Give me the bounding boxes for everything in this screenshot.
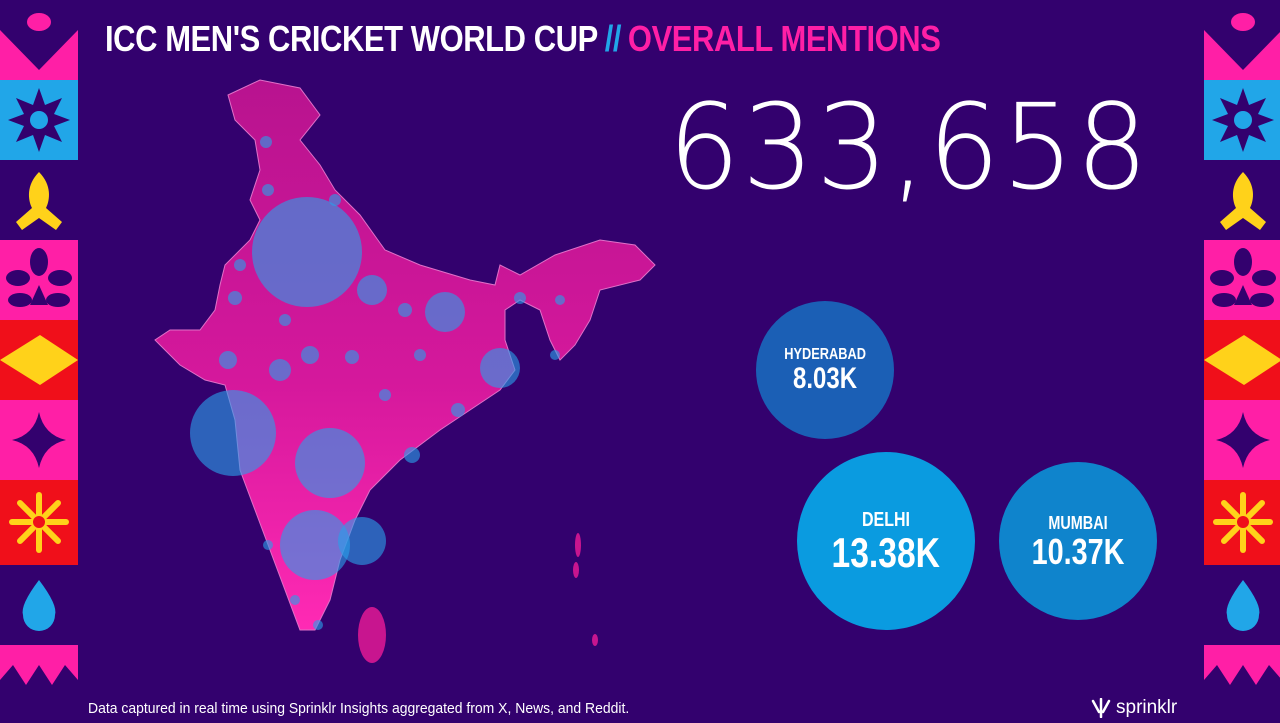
map-bubble: [228, 291, 242, 305]
map-bubble: [550, 350, 560, 360]
total-mentions-count: 633,658: [668, 78, 1150, 216]
map-bubble: [329, 194, 341, 206]
city-name: DELHI: [862, 508, 910, 531]
map-bubble: [269, 359, 291, 381]
map-bubble: [345, 350, 359, 364]
city-bubble-mumbai: MUMBAI 10.37K: [999, 462, 1157, 620]
map-bubble: [262, 184, 274, 196]
page-title: ICC MEN'S CRICKET WORLD CUP//OVERALL MEN…: [105, 18, 941, 60]
map-bubble: [263, 540, 273, 550]
right-decorative-border: [1204, 0, 1280, 700]
city-value: 10.37K: [1031, 530, 1125, 572]
map-bubble: [480, 348, 520, 388]
city-name: HYDERABAD: [784, 346, 866, 363]
map-bubble: [425, 292, 465, 332]
map-bubble: [219, 351, 237, 369]
map-bubble: [414, 349, 426, 361]
sri-lanka: [358, 607, 386, 663]
map-bubble: [379, 389, 391, 401]
map-bubble: [301, 346, 319, 364]
map-bubble: [190, 390, 276, 476]
sprinklr-logo: sprinklr: [1090, 697, 1177, 719]
map-bubble: [260, 136, 272, 148]
map-bubble: [338, 517, 386, 565]
sprinklr-leaf-icon: [1091, 698, 1111, 718]
andaman-islands: [573, 533, 598, 646]
footer-note: Data captured in real time using Sprinkl…: [88, 700, 630, 717]
map-bubble: [398, 303, 412, 317]
map-bubble: [290, 595, 300, 605]
map-bubble: [252, 197, 362, 307]
brand-name: sprinklr: [1116, 697, 1178, 718]
city-value: 8.03K: [792, 362, 858, 395]
city-value: 13.38K: [831, 528, 941, 576]
map-bubble: [279, 314, 291, 326]
map-bubble: [313, 620, 323, 630]
map-bubble: [451, 403, 465, 417]
map-bubble: [555, 295, 565, 305]
city-bubble-hyderabad: HYDERABAD 8.03K: [756, 301, 894, 439]
title-accent: OVERALL MENTIONS: [627, 18, 941, 59]
map-bubble: [357, 275, 387, 305]
mention-bubbles: [190, 136, 565, 630]
map-bubble: [404, 447, 420, 463]
map-bubble: [234, 259, 246, 271]
map-bubble: [514, 292, 526, 304]
map-bubble: [280, 510, 350, 580]
india-mentions-map: [154, 79, 656, 663]
city-bubble-delhi: DELHI 13.38K: [797, 452, 975, 630]
map-bubble: [295, 428, 365, 498]
left-decorative-border: [0, 0, 78, 700]
city-name: MUMBAI: [1048, 512, 1108, 533]
title-main: ICC MEN'S CRICKET WORLD CUP: [105, 18, 598, 59]
title-separator: //: [604, 18, 622, 59]
